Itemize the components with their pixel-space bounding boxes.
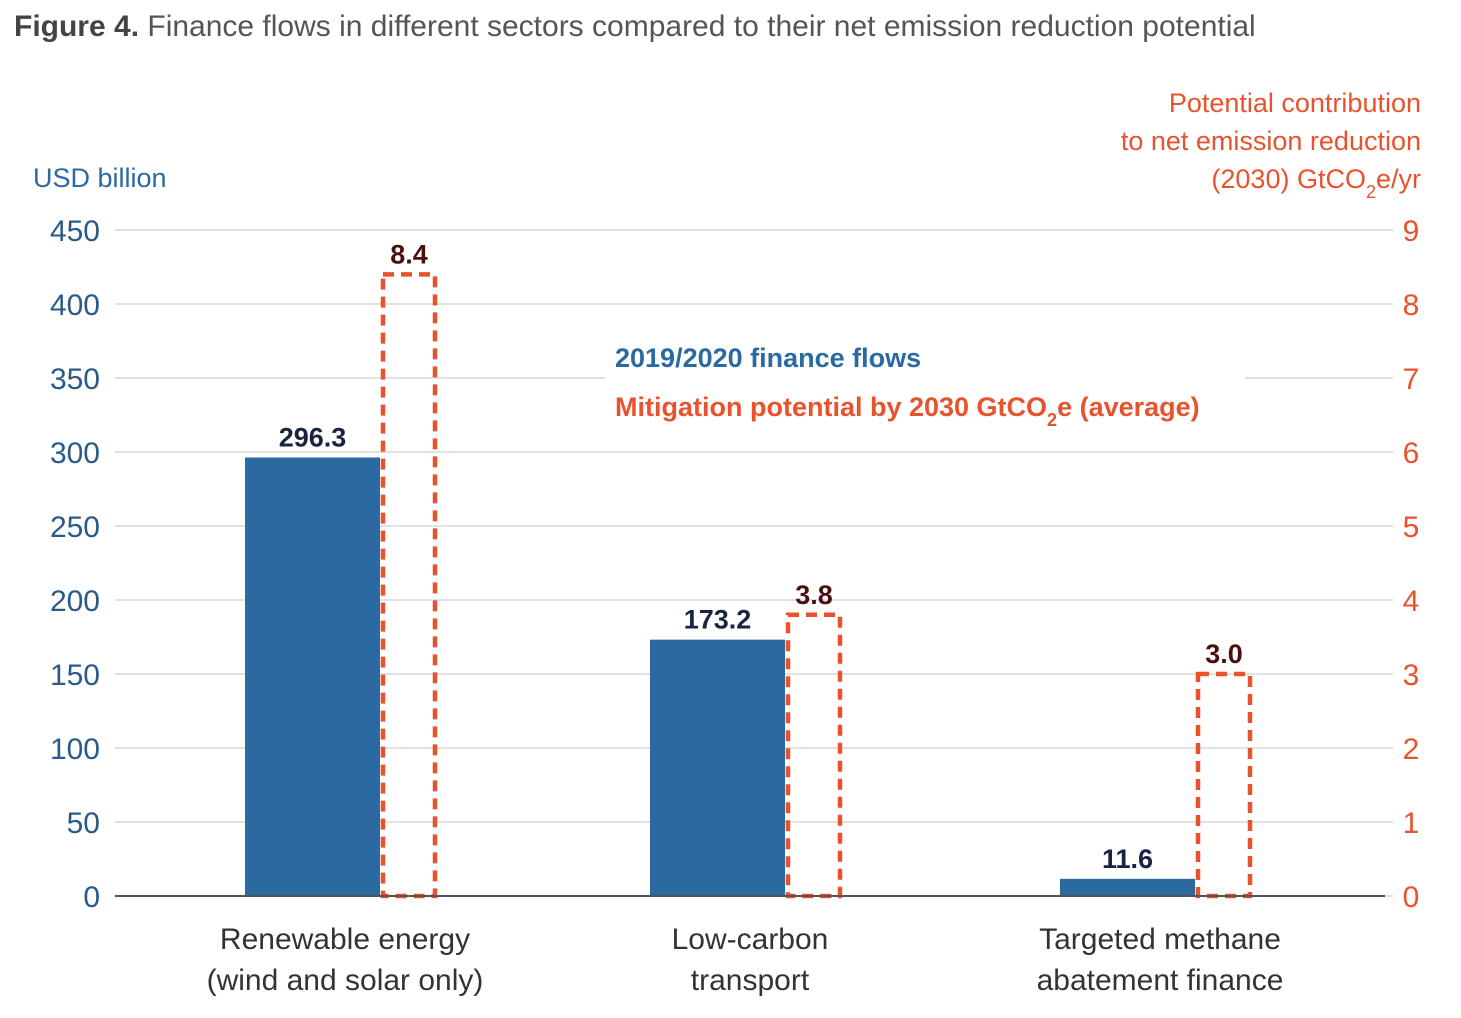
y-right-axis-title-line: Potential contribution [1169, 88, 1421, 118]
y-left-tick-label: 0 [83, 881, 100, 914]
y-left-tick-label: 450 [50, 215, 100, 248]
y-left-tick-label: 150 [50, 659, 100, 692]
axes: 0 50 100 150 200 250 300 350 400 450 0 1 2 3 4 5 6 7 8 9 USD… [33, 88, 1421, 997]
data-labels: 296.3 8.4 173.2 3.8 11.6 3.0 [279, 239, 1243, 873]
y-right-tick-label: 6 [1403, 437, 1420, 470]
y-right-tick-label: 5 [1403, 511, 1420, 544]
finance-flow-value-label: 11.6 [1102, 844, 1153, 874]
y-right-tick-label: 3 [1403, 659, 1420, 692]
y-left-tick-label: 400 [50, 289, 100, 322]
y-right-tick-label: 9 [1403, 215, 1420, 248]
mitigation-value-label: 8.4 [390, 239, 428, 269]
y-left-tick-label: 50 [67, 807, 100, 840]
finance-flow-bar [650, 639, 785, 896]
legend-background [605, 335, 1245, 430]
legend-entry-finance: 2019/2020 finance flows [615, 343, 921, 373]
y-right-axis-title-line: to net emission reduction [1121, 126, 1421, 156]
y-right-axis-title-line: (2030) GtCO2e/yr [1211, 164, 1421, 202]
mitigation-potential-bar [380, 272, 438, 899]
bars [245, 272, 1253, 899]
y-right-tick-label: 0 [1403, 881, 1420, 914]
mitigation-value-label: 3.0 [1205, 639, 1243, 669]
mitigation-value-label: 3.8 [795, 580, 833, 610]
category-label: Targeted methane [1039, 923, 1281, 956]
finance-flow-value-label: 296.3 [279, 422, 347, 452]
y-left-tick-label: 250 [50, 511, 100, 544]
y-left-tick-label: 300 [50, 437, 100, 470]
y-right-tick-label: 2 [1403, 733, 1420, 766]
y-left-tick-label: 350 [50, 363, 100, 396]
category-label: Low-carbon [672, 923, 829, 956]
figure-caption-text: Finance flows in different sectors compa… [139, 10, 1256, 43]
figure-caption: Figure 4. Finance flows in different sec… [14, 10, 1256, 44]
finance-flow-bar [1060, 878, 1195, 896]
category-label: abatement finance [1037, 964, 1284, 997]
figure-caption-label: Figure 4. [14, 10, 140, 43]
y-right-tick-label: 8 [1403, 289, 1420, 322]
category-label: (wind and solar only) [207, 964, 484, 997]
y-right-tick-label: 1 [1403, 807, 1420, 840]
category-label: Renewable energy [220, 923, 470, 956]
finance-flow-bar [245, 457, 380, 896]
mitigation-potential-bar [1195, 671, 1253, 899]
category-label: transport [691, 964, 810, 997]
y-left-tick-label: 200 [50, 585, 100, 618]
mitigation-potential-bar [785, 612, 843, 899]
y-right-tick-label: 7 [1403, 363, 1420, 396]
y-left-tick-label: 100 [50, 733, 100, 766]
legend-entry-mitigation: Mitigation potential by 2030 GtCO2e (ave… [615, 392, 1200, 430]
y-left-axis-title: USD billion [33, 163, 167, 193]
legend: 2019/2020 finance flows Mitigation potent… [605, 335, 1245, 430]
y-right-tick-label: 4 [1403, 585, 1420, 618]
finance-flow-value-label: 173.2 [684, 605, 752, 635]
